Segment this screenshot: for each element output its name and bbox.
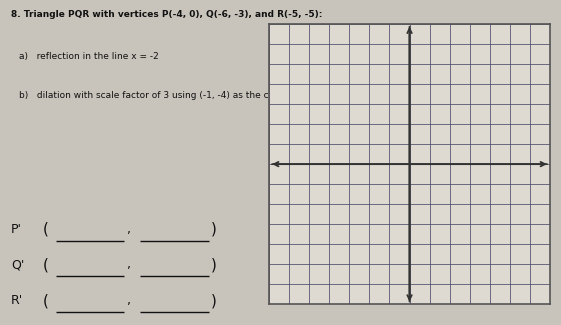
Text: (: ( — [43, 257, 48, 272]
Text: ): ) — [211, 257, 217, 272]
Text: ): ) — [211, 222, 217, 237]
Text: a)   reflection in the line x = -2: a) reflection in the line x = -2 — [19, 52, 159, 61]
Text: (: ( — [43, 293, 48, 308]
Text: R': R' — [11, 294, 23, 307]
Text: ,: , — [127, 223, 131, 236]
Text: (: ( — [43, 222, 48, 237]
Text: ,: , — [127, 258, 131, 271]
Text: ): ) — [211, 293, 217, 308]
Text: 8. Triangle PQR with vertices P(-4, 0), Q(-6, -3), and R(-5, -5):: 8. Triangle PQR with vertices P(-4, 0), … — [11, 10, 322, 19]
Text: P': P' — [11, 223, 22, 236]
Text: ,: , — [127, 294, 131, 307]
Text: b)   dilation with scale factor of 3 using (-1, -4) as the center: b) dilation with scale factor of 3 using… — [19, 91, 293, 100]
Text: Q': Q' — [11, 258, 24, 271]
